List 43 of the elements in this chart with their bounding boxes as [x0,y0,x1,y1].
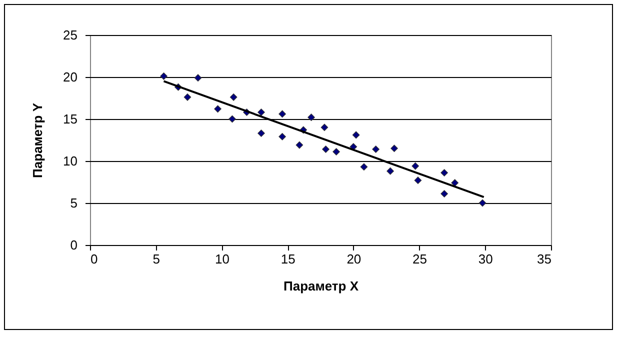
point [160,72,168,80]
point [350,143,358,150]
point [478,199,486,207]
y-axis-title: Параметр Y [30,102,46,178]
x-tick-label: 30 [478,252,493,266]
point [296,141,304,149]
x-tick-label: 25 [412,252,428,266]
x-tick-label: 0 [90,252,98,266]
point [390,144,398,152]
x-tick-label: 20 [346,252,362,266]
y-tick-label: 0 [70,238,78,252]
point [184,94,192,101]
point [440,190,448,198]
point [332,148,340,156]
point [360,163,368,171]
point [278,132,286,140]
y-tick-label: 10 [63,154,78,168]
point [322,146,330,153]
y-tick-label: 15 [63,112,78,126]
point [258,130,265,137]
point [372,146,380,153]
point [258,108,265,116]
x-axis-title: Параметр X [283,278,359,294]
x-tick-label: 15 [280,252,296,266]
x-tick-label: 35 [537,252,552,266]
point [451,179,459,186]
x-tick-label: 10 [214,252,230,266]
point [386,167,394,175]
point [352,131,360,139]
point [308,114,315,121]
point [230,94,238,101]
y-tick-label: 25 [63,28,78,42]
y-tick-label: 20 [63,70,78,84]
point [440,169,448,176]
point [414,176,422,184]
x-tick-label: 5 [152,252,160,266]
y-tick-label: 5 [70,196,78,210]
point [278,110,286,118]
point [320,124,328,132]
point [412,162,419,170]
point [194,74,202,82]
point [228,115,236,123]
point [214,105,222,113]
